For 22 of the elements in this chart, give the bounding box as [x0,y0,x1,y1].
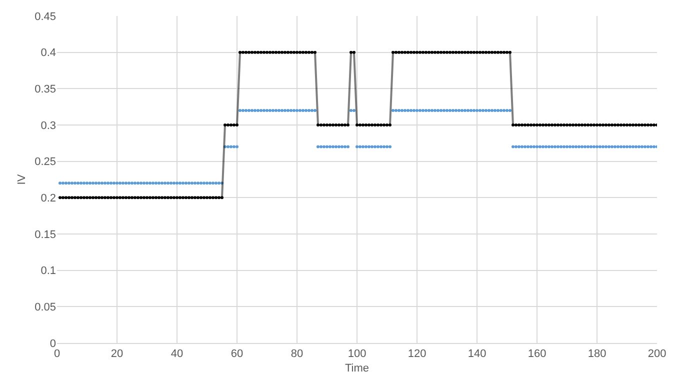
x-tick-label: 160 [528,348,546,360]
x-tick-label: 180 [588,348,606,360]
y-tick-label: 0.35 [34,84,56,96]
x-tick-label: 20 [110,348,124,360]
y-tick-label: 0.4 [40,47,56,60]
x-tick-label: 140 [468,348,486,360]
y-tick-label: 0.1 [40,265,56,278]
y-tick-label: 0.05 [34,302,56,314]
y-tick-label: 0 [50,338,56,350]
y-tick-label: 0.15 [34,228,56,241]
x-tick-label: 60 [230,348,244,360]
y-tick-label: 0.25 [34,156,56,168]
x-tick-label: 80 [290,348,304,360]
x-tick-label: 40 [170,348,184,360]
y-tick-label: 0.2 [40,192,56,205]
x-tick-label: 100 [348,348,366,360]
x-axis-title: Time [344,362,370,374]
y-tick-label: 0.3 [40,120,56,132]
y-tick-label: 0.45 [34,10,56,23]
y-axis-title: IV [16,174,28,185]
x-tick-label: 120 [408,348,426,360]
x-tick-label: 200 [648,348,666,360]
